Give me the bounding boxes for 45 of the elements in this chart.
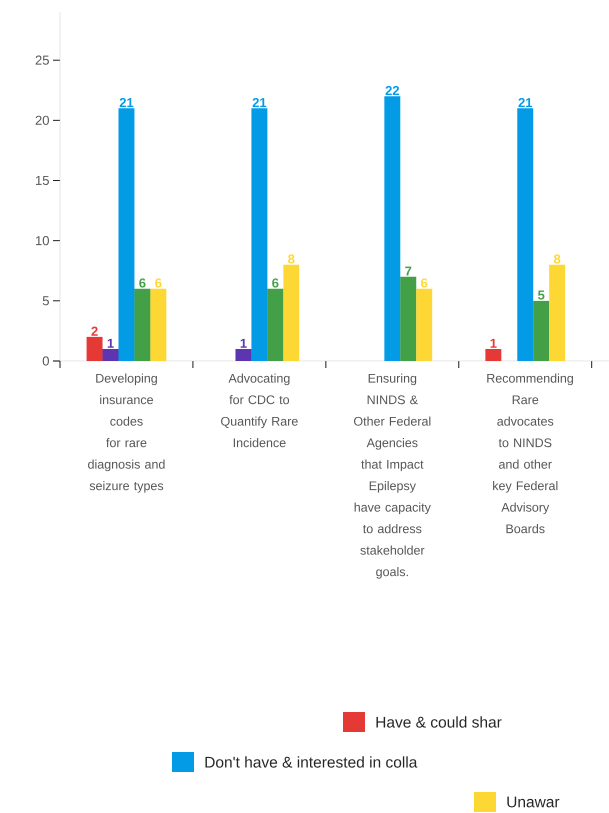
x-tick-label: Developing insurance codes for rare diagnosis and seizure types [88,374,165,493]
data-label: 21 [120,98,134,108]
data-label: 6 [155,278,162,288]
data-label: 21 [518,98,532,108]
legend-label: Don't have & interested in colla [205,756,418,768]
category-label: Ensuring NINDS & Other Federal Agencies that Impact Epilepsy have capacity to address stakeholder goals. [354,374,431,579]
y-tick-label: 20 [36,116,49,125]
data-label: 8 [554,254,560,264]
data-label: 6 [272,278,278,288]
bar [118,108,134,361]
bar [485,348,502,361]
bar [384,96,400,361]
legend-label: Unawar [507,796,560,808]
data-label: 21 [252,98,266,108]
data-label: 6 [421,278,428,288]
data-label: 5 [538,290,544,300]
bar [86,336,103,361]
bar [150,288,166,361]
y-tick-label: 5 [42,296,49,306]
data-label: 22 [386,86,400,96]
data-label: 7 [405,266,412,276]
x-tick-label: Advocating for CDC to Quantify Rare Incidence [221,374,298,448]
bar [549,264,566,361]
data-label: 6 [139,278,146,288]
bar [517,108,534,361]
y-tick-label: 15 [36,176,49,186]
legend-label: Have & could shar [376,716,502,728]
bar [533,300,550,361]
data-label: 8 [288,254,295,264]
bar [134,288,150,361]
bar [400,276,416,361]
data-label: 1 [490,338,497,348]
bar [235,348,252,361]
bar [102,348,118,361]
y-tick-label: 0 [42,356,49,366]
y-tick-label: 10 [36,236,49,246]
data-label: 2 [91,326,98,336]
y-tick-label: 25 [36,56,49,65]
bar [267,288,284,361]
bar [283,264,300,361]
bar [416,288,432,361]
x-tick-label: Recommending Rare advocates to NINDS and other key Federal Advisory Boards [487,374,573,534]
bar [251,108,268,361]
data-label: 1 [240,338,247,348]
data-label: 1 [108,338,114,348]
